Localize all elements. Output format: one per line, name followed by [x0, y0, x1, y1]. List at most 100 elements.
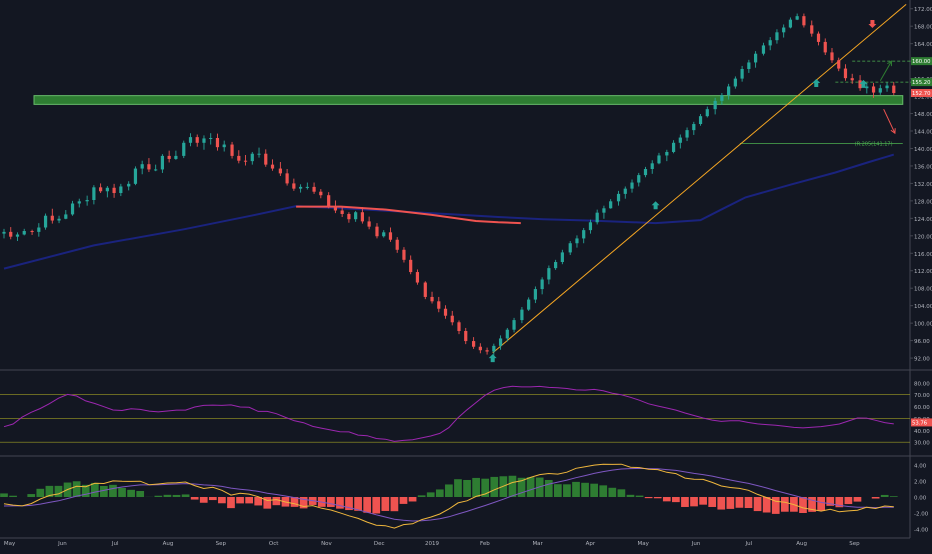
candle-body: [457, 322, 461, 332]
candle-body: [112, 187, 116, 194]
candle-body: [609, 201, 613, 209]
price-tick-label: 172.00: [914, 7, 932, 13]
candle-body: [347, 213, 351, 220]
candle-body: [478, 346, 482, 351]
candle-body: [464, 331, 468, 342]
candle-body: [195, 137, 199, 143]
candle-body: [512, 320, 516, 330]
annotation-arrow-shaft: [883, 108, 896, 134]
candle-body: [402, 249, 406, 260]
candle-body: [382, 232, 386, 237]
candle-body: [505, 329, 509, 339]
price-badge-label: 155.20: [912, 80, 931, 86]
price-tick-label: 144.00: [914, 130, 932, 136]
candle-body: [533, 289, 537, 300]
candle-body: [698, 116, 703, 125]
candle-body: [753, 53, 758, 63]
candle-body: [375, 226, 379, 237]
time-tick-label: May: [638, 541, 650, 547]
candle-body: [623, 188, 627, 194]
candle-body: [57, 218, 61, 221]
candle-body: [160, 155, 165, 170]
candle-body: [837, 60, 841, 69]
candle-body: [430, 296, 434, 302]
candle-body: [540, 279, 544, 290]
candle-body: [50, 215, 54, 221]
price-badge: [911, 57, 932, 66]
candle-body: [650, 163, 654, 169]
candle-body: [747, 62, 751, 69]
candle-body: [685, 130, 689, 138]
candle-body: [354, 212, 358, 220]
candle-body: [865, 86, 869, 89]
price-tick-label: 164.00: [914, 42, 932, 48]
candle-body: [823, 41, 827, 53]
candle-body: [105, 187, 109, 192]
candle-body: [182, 142, 186, 156]
candle-body: [871, 86, 876, 93]
candle-body: [92, 187, 96, 201]
candle-body: [802, 16, 806, 26]
candle-body: [127, 183, 131, 187]
macd-tick-label: -2.00: [914, 512, 929, 518]
candle-body: [285, 173, 289, 184]
price-tick-label: 116.00: [914, 252, 932, 258]
time-tick-label: Jul: [111, 541, 119, 547]
candle-body: [740, 68, 744, 79]
candle-body: [547, 268, 551, 280]
candle-body: [788, 19, 793, 28]
time-tick-label: Sep: [216, 541, 227, 547]
price-tick-label: 140.00: [914, 147, 932, 153]
candle-body: [415, 272, 420, 283]
candle-body: [99, 187, 103, 192]
macd-tick-label: -4.00: [914, 528, 929, 534]
candle-body: [257, 153, 261, 155]
candle-body: [733, 78, 737, 87]
candle-body: [554, 262, 558, 269]
price-axis: 172.00168.00164.00160.00156.00152.00148.…: [910, 7, 932, 363]
candle-body: [147, 164, 151, 170]
time-tick-label: Nov: [321, 541, 332, 547]
price-tick-label: 136.00: [914, 164, 932, 170]
price-badge-label: 152.70: [912, 91, 931, 97]
candle-body: [64, 214, 68, 219]
candle-body: [222, 144, 226, 148]
candle-body: [630, 182, 634, 189]
candle-body: [154, 169, 158, 171]
rsi-tick-label: 60.00: [914, 405, 930, 411]
time-tick-label: Aug: [796, 541, 807, 547]
candle-body: [637, 175, 641, 183]
time-axis: May Jun Jul Aug Sep Oct Nov Dec 2019 Feb Mar Apr May…: [4, 541, 860, 547]
candle-body: [312, 186, 316, 192]
candle-body: [816, 33, 821, 42]
price-tick-label: 132.00: [914, 182, 932, 188]
candle-body: [70, 203, 75, 215]
candle-body: [298, 186, 303, 189]
candle-body: [671, 142, 676, 152]
candle-body: [327, 195, 331, 207]
candle-body: [498, 338, 503, 346]
price-tick-label: 112.00: [914, 269, 932, 275]
candle-body: [713, 100, 717, 110]
rsi-badge: [911, 418, 932, 427]
price-badge: [911, 89, 932, 98]
candle-body: [133, 168, 138, 184]
time-tick-label: Aug: [163, 541, 174, 547]
candle-body: [333, 206, 338, 211]
candle-body: [492, 345, 496, 352]
annotation-arrow-head: [890, 128, 896, 135]
candle-body: [270, 164, 275, 169]
time-tick-label: Dec: [374, 541, 385, 547]
price-badge: [911, 78, 932, 87]
time-tick-label: Jul: [745, 541, 753, 547]
rsi-tick-label: 40.00: [914, 429, 930, 435]
down-arrow-marker: [868, 20, 877, 29]
candle-body: [15, 234, 20, 237]
up-arrow-marker: [651, 201, 660, 210]
price-badge-label: 160.00: [912, 59, 931, 65]
candle-body: [319, 191, 323, 196]
candle-body: [423, 282, 427, 297]
